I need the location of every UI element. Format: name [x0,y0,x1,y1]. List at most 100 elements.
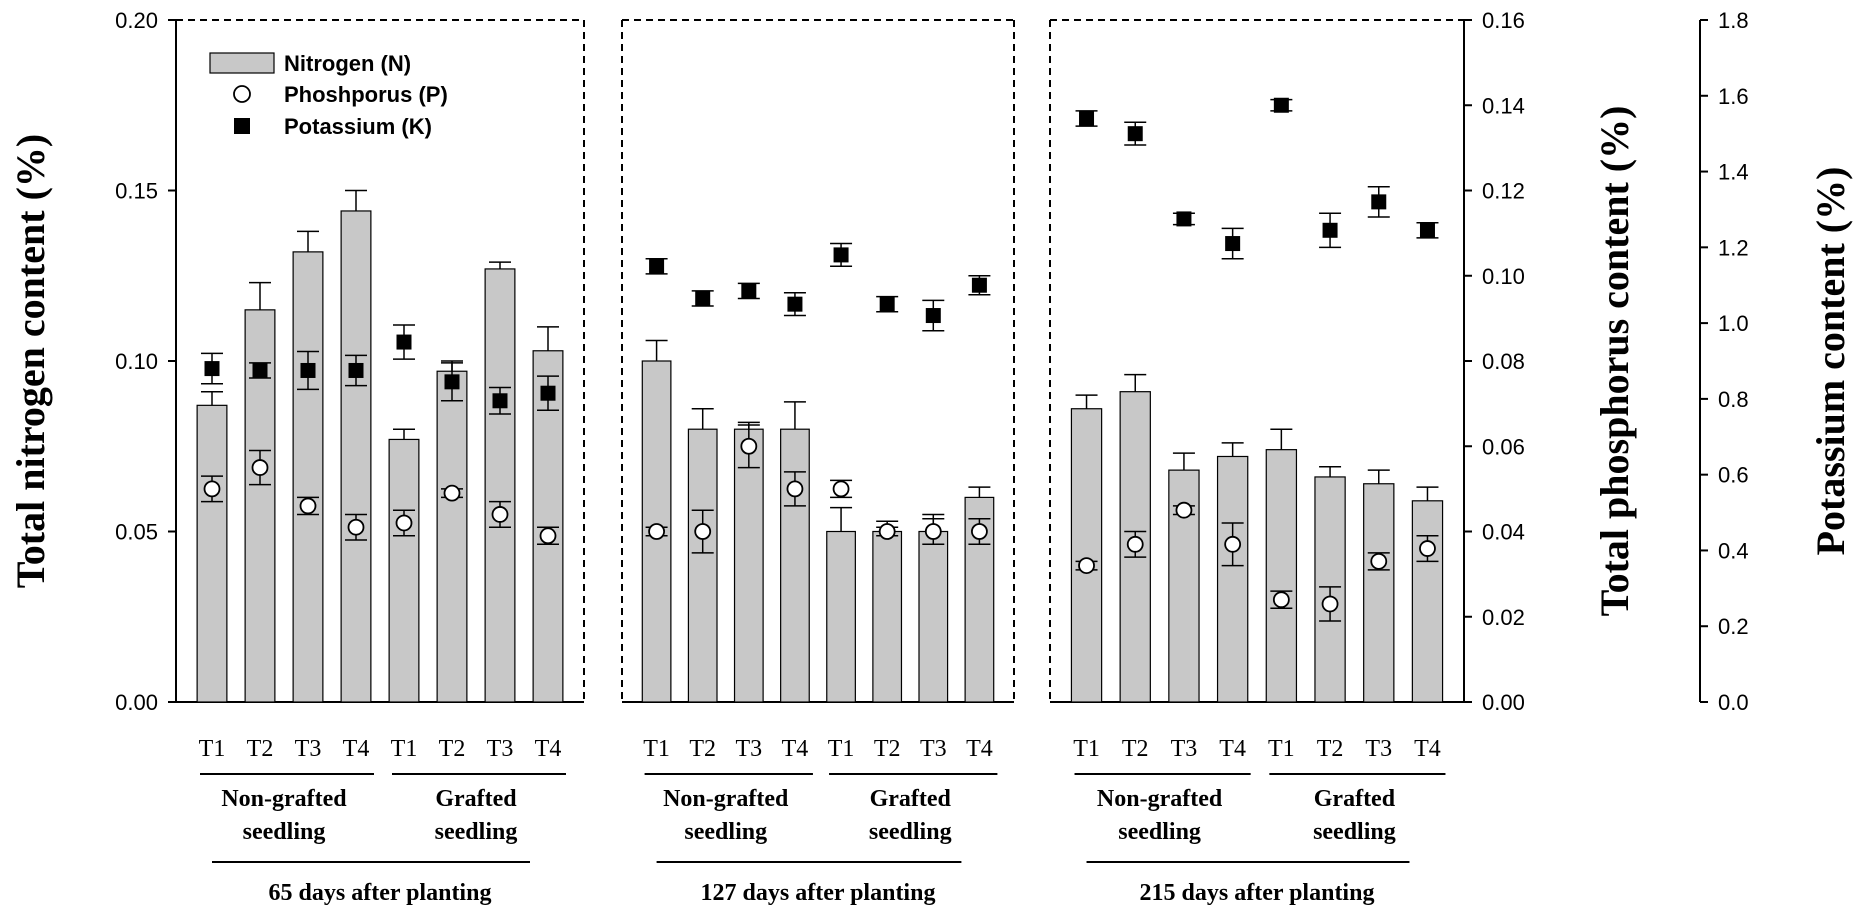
category-label: T2 [874,736,901,762]
potassium-tick-label: 1.4 [1718,160,1749,185]
nitrogen-tick-label: 0.15 [115,179,158,204]
category-label: T4 [782,736,809,762]
potassium-tick-label: 0.2 [1718,614,1749,639]
potassium-tick-label: 0.8 [1718,387,1749,412]
nitrogen-bar [1411,500,1444,703]
group-label-line2: seedling [435,819,518,845]
phosphorus-point [786,480,804,498]
nitrogen-bar [340,210,372,703]
potassium-point [925,308,941,324]
nitrogen-tick-label: 0.10 [115,349,158,374]
potassium-point [695,290,711,306]
category-label: T2 [247,736,274,762]
category-label: T4 [966,736,993,762]
nitrogen-bar [292,251,324,703]
potassium-point [649,258,665,274]
phosphorus-point [1419,540,1436,557]
legend-phosphorus-marker [233,85,251,103]
potassium-point [741,283,757,299]
panel-title: 215 days after planting [1140,880,1375,906]
nitrogen-bar [484,268,516,703]
panel-title: 65 days after planting [269,880,492,906]
group-label-line2: seedling [1313,819,1396,845]
phosphorus-point [694,523,712,540]
nitrogen-tick-label: 0.00 [115,690,158,715]
category-label: T1 [1268,736,1295,762]
category-label: T1 [391,736,418,762]
nitrogen-bar [918,530,949,703]
phosphorus-point [395,514,413,532]
phosphorus-tick-label: 0.04 [1482,520,1525,545]
potassium-point [879,296,895,312]
nitrogen-bar [1265,449,1298,703]
phosphorus-axis: 0.00 0.02 0.04 0.06 0.08 0.10 0.12 0.14 0.16 [1464,8,1525,715]
phosphorus-point [299,497,317,515]
phosphorus-tick-label: 0.10 [1482,264,1525,289]
nitrogen-bar [1070,408,1103,703]
group-label-line2: seedling [243,819,326,845]
nitrogen-tick-label: 0.20 [115,8,158,33]
category-label: T4 [1414,736,1441,762]
category-label: T1 [199,736,226,762]
potassium-axis: 0.0 0.2 0.4 0.6 0.8 1.0 1.2 1.4 1.6 1.8 [1699,8,1749,715]
nitrogen-axis-title: Total nitrogen content (%) [8,134,53,588]
phosphorus-point [251,459,269,476]
nitrogen-bar [780,428,810,703]
category-label: T4 [343,736,370,762]
nitrogen-bar [733,428,764,703]
potassium-point [300,362,316,378]
group-label-line1: Grafted [435,786,517,812]
phosphorus-point [443,484,461,502]
potassium-point [444,374,460,390]
legend: Nitrogen (N) Phoshporus (P) Potassium (K) [209,51,448,139]
legend-potassium-label: Potassium (K) [284,114,432,139]
nitrogen-axis: 0.00 0.05 0.10 0.15 0.20 [115,8,176,715]
category-label: T4 [1219,736,1246,762]
group-label-line1: Non-grafted [1097,786,1223,812]
phosphorus-axis-title: Total phosphorus content (%) [1592,106,1637,617]
group-label-line1: Non-grafted [663,786,789,812]
category-label: T2 [439,736,466,762]
phosphorus-point [539,527,557,545]
group-label-line1: Grafted [870,786,952,812]
potassium-point [1419,222,1435,238]
potassium-point [540,385,556,401]
group-label-line1: Grafted [1314,786,1396,812]
category-label: T4 [535,736,562,762]
legend-nitrogen-label: Nitrogen (N) [284,51,411,76]
category-label: T2 [1122,736,1149,762]
phosphorus-point [1078,557,1095,574]
category-label: T1 [643,736,670,762]
potassium-tick-label: 1.8 [1718,8,1749,33]
potassium-tick-label: 0.6 [1718,463,1749,488]
potassium-point [348,362,364,378]
phosphorus-point [203,480,221,498]
potassium-tick-label: 0.0 [1718,690,1749,715]
phosphorus-point [491,506,509,523]
potassium-point [833,247,849,263]
category-label: T1 [828,736,855,762]
phosphorus-point [971,523,988,540]
phosphorus-tick-label: 0.14 [1482,93,1525,118]
potassium-point [1371,194,1387,210]
panel-title: 127 days after planting [701,880,936,906]
phosphorus-point [1175,501,1193,519]
category-label: T2 [1317,736,1344,762]
potassium-point [1273,97,1289,113]
nitrogen-bar [196,404,228,703]
group-label-line2: seedling [684,819,767,845]
nitrogen-tick-label: 0.05 [115,520,158,545]
phosphorus-point [347,518,365,536]
category-label: T3 [735,736,762,762]
potassium-point [1176,211,1192,227]
nitrogen-bar [1363,483,1395,703]
group-label-line2: seedling [1118,819,1201,845]
phosphorus-point [1224,535,1242,553]
potassium-tick-label: 1.6 [1718,84,1749,109]
panel-2: T1 T2 T3 T4 T1 T2 T3 T4 Non-grafted seedling Graft… [621,19,1015,906]
nitrogen-bar [436,370,468,703]
phosphorus-point [740,437,758,455]
potassium-tick-label: 1.2 [1718,235,1749,260]
phosphorus-point [1321,595,1339,613]
